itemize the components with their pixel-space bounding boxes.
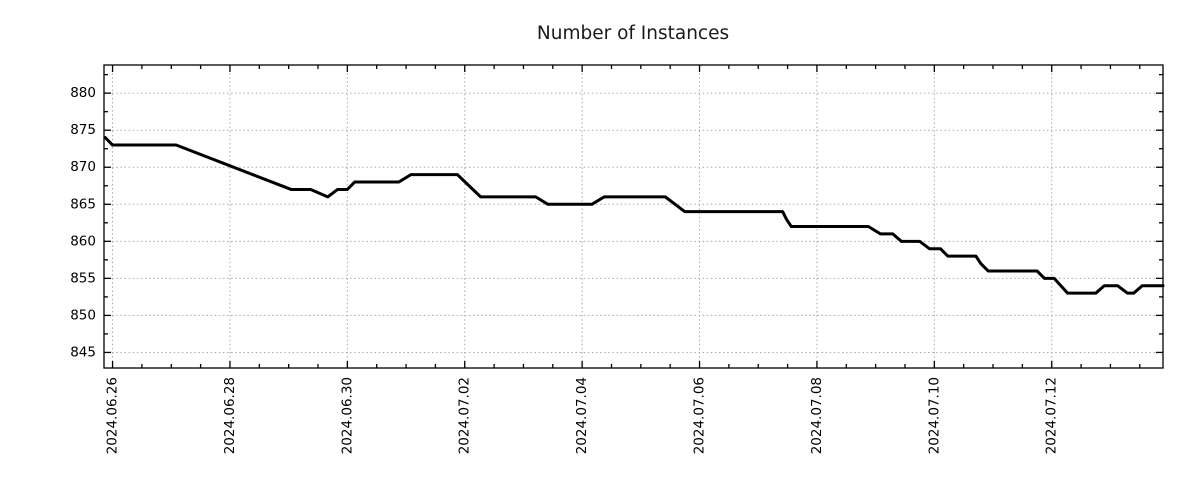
x-axis-tick-label: 2024.07.04: [574, 377, 590, 454]
x-axis-tick-label: 2024.07.06: [692, 377, 708, 454]
axes-layer: [103, 64, 1164, 369]
y-axis-tick-label: 880: [70, 85, 96, 101]
chart-title: Number of Instances: [537, 23, 729, 44]
x-axis-tick-label: 2024.06.28: [222, 377, 238, 454]
x-axis-tick-label: 2024.06.30: [339, 377, 355, 454]
series-line: [103, 136, 1165, 295]
series-layer: [103, 136, 1165, 295]
y-axis-tick-label: 845: [70, 344, 96, 360]
x-axis-tick-label: 2024.06.26: [105, 377, 121, 454]
tick-label-layer: 2024.06.26 2024.06.28 2024.06.30 2024.07.02…: [70, 85, 1060, 454]
y-axis-tick-label: 875: [70, 122, 96, 138]
y-axis-tick-label: 850: [70, 307, 96, 323]
x-axis-tick-label: 2024.07.10: [926, 377, 942, 454]
grid-layer: [104, 65, 1163, 368]
y-axis-tick-label: 855: [70, 270, 96, 286]
x-axis-tick-label: 2024.07.02: [457, 377, 473, 454]
x-axis-tick-label: 2024.07.08: [809, 377, 825, 454]
plot-border: [103, 64, 1164, 369]
y-axis-tick-label: 870: [70, 159, 96, 175]
y-axis-tick-label: 865: [70, 196, 96, 212]
y-axis-tick-label: 860: [70, 233, 96, 249]
x-axis-tick-label: 2024.07.12: [1044, 377, 1060, 454]
